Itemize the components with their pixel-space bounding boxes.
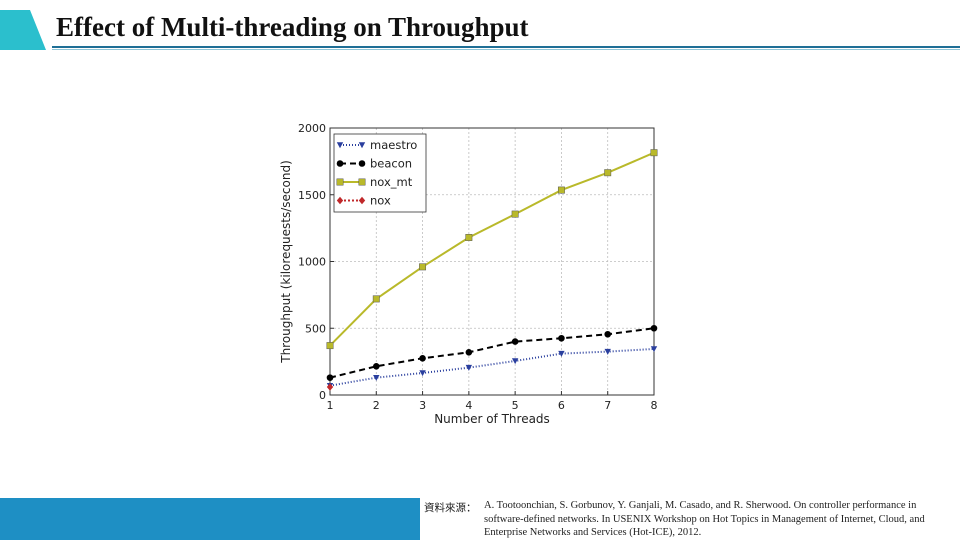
point-nox_mt [465,234,473,241]
legend-marker-nox [336,196,344,205]
x-tick-label: 4 [465,399,472,412]
throughput-chart: 1 2 3 4 5 6 7 8 0 500 1000 1500 2000 Number of Thread… [276,116,666,428]
legend-marker-maestro [358,142,366,149]
point-nox_mt [604,169,612,177]
series-line-maestro [329,347,655,387]
series-line-beacon [329,327,655,379]
title-underline-light [52,49,960,50]
legend-label-maestro: maestro [370,138,417,152]
source-citation: A. Tootoonchian, S. Gorbunov, Y. Ganjali… [484,500,925,538]
point-maestro [511,358,519,365]
y-tick-label: 1000 [298,256,326,269]
point-beacon [465,348,473,356]
title-accent-tab [0,10,46,50]
x-tick-label: 1 [327,399,334,412]
x-tick-label: 2 [373,399,380,412]
x-axis-label: Number of Threads [434,412,550,426]
point-nox [326,383,334,391]
source-label: 資料來源： [424,502,477,514]
y-axis-label: Throughput (kilorequests/second) [279,160,293,364]
point-nox_mt [511,210,519,218]
point-nox_mt [326,342,334,350]
point-beacon [650,324,658,332]
point-beacon [604,330,612,338]
page-title: Effect of Multi-threading on Throughput [56,12,529,42]
x-tick-label: 5 [512,399,519,412]
point-nox_mt [372,295,380,303]
point-maestro [419,370,426,377]
point-maestro [650,346,658,353]
source-box [420,498,960,540]
point-maestro [558,350,565,357]
y-tick-label: 2000 [298,122,326,135]
point-maestro [604,348,611,355]
title-underline [52,46,960,48]
legend-marker-nox_mt [358,178,366,186]
chart-svg: 1 2 3 4 5 6 7 8 0 500 1000 1500 2000 Number of Thread… [279,122,658,426]
point-nox_mt [650,149,658,157]
legend-label-nox: nox [370,194,391,208]
x-tick-label: 3 [419,399,426,412]
point-beacon [558,334,565,342]
point-beacon [511,338,519,345]
legend-box [333,133,427,213]
legend-marker-beacon [358,160,366,167]
legend-marker-beacon [336,160,344,167]
legend-label-nox_mt: nox_mt [370,175,413,189]
x-tick-label: 6 [558,399,565,412]
point-nox_mt [557,186,565,194]
point-nox_mt [419,263,427,271]
point-maestro [465,364,473,371]
point-maestro [373,374,380,381]
legend-label-beacon: beacon [370,157,412,171]
series-line-nox_mt [329,151,655,347]
y-tick-label: 1500 [298,189,326,202]
point-beacon [372,362,380,370]
y-tick-label: 0 [319,389,326,402]
point-beacon [419,354,426,362]
y-tick-label: 500 [305,322,326,335]
legend-marker-nox [358,196,366,205]
x-tick-label: 8 [651,399,658,412]
legend-marker-maestro [336,142,344,149]
legend-marker-nox_mt [336,178,344,186]
x-tick-label: 7 [604,399,611,412]
point-beacon [326,374,334,381]
